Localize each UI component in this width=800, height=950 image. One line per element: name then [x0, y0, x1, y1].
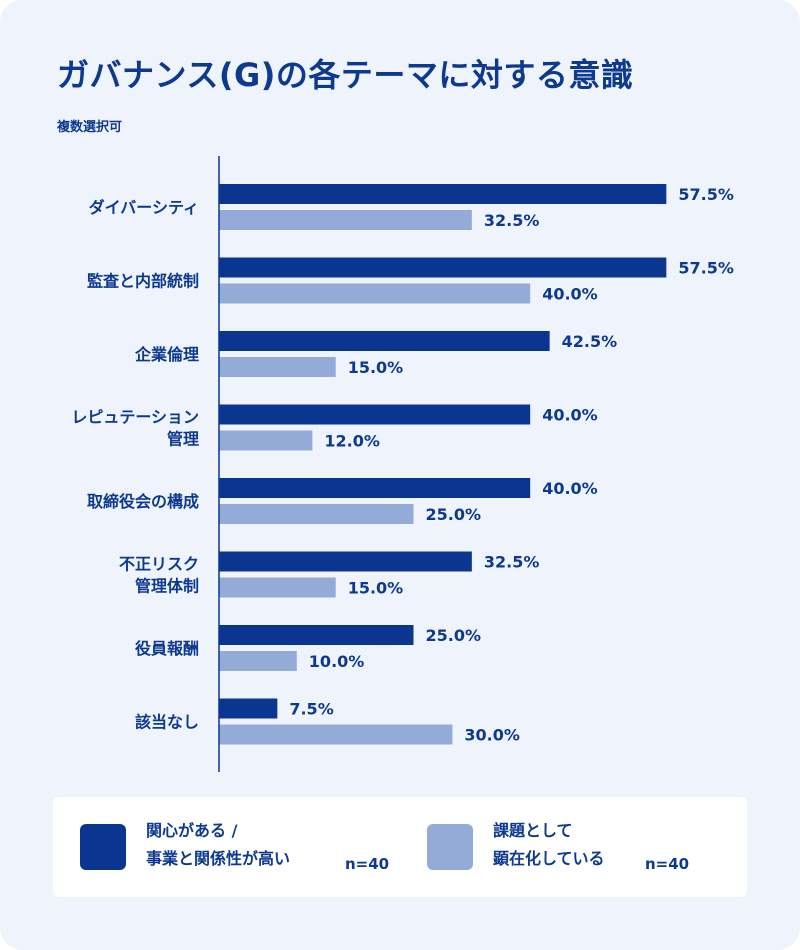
category-label: 該当なし — [135, 713, 199, 732]
chart-title: ガバナンス(G)の各テーマに対する意識 — [57, 56, 634, 94]
bar-series-1 — [219, 698, 278, 719]
data-label-series-2: 10.0% — [309, 652, 365, 671]
legend-label-series-1: 関心がある / 事業と関係性が高い — [146, 817, 290, 873]
bar-series-2 — [219, 577, 336, 598]
data-label-series-1: 57.5% — [678, 259, 734, 278]
legend-swatch-series-2 — [427, 824, 473, 870]
data-label-series-1: 40.0% — [542, 406, 598, 425]
bar-series-2 — [219, 357, 336, 377]
legend: 関心がある / 事業と関係性が高い n=40 課題として 顕在化している n=4… — [53, 797, 747, 897]
category-label: ダイバーシティ — [89, 198, 199, 217]
legend-label-series-2-line-2: 顕在化している — [493, 849, 605, 868]
category-label: 役員報酬 — [135, 639, 199, 658]
legend-label-series-2-line-1: 課題として — [493, 821, 573, 840]
category-label: 企業倫理 — [134, 345, 199, 364]
bar-series-2 — [219, 430, 313, 451]
data-label-series-2: 25.0% — [426, 505, 482, 524]
data-label-series-2: 15.0% — [348, 579, 404, 598]
bar-series-1 — [219, 331, 550, 351]
bar-series-1 — [219, 184, 667, 204]
data-label-series-2: 40.0% — [542, 285, 598, 304]
data-label-series-2: 12.0% — [324, 432, 380, 451]
bar-series-1 — [219, 551, 472, 572]
legend-n-series-1: n=40 — [345, 855, 390, 873]
category-label: 管理体制 — [135, 577, 199, 596]
legend-label-series-1-line-2: 事業と関係性が高い — [146, 849, 291, 868]
data-label-series-2: 30.0% — [464, 726, 520, 745]
legend-n-series-2: n=40 — [645, 855, 690, 873]
data-label-series-1: 7.5% — [289, 700, 333, 719]
category-label: 管理 — [167, 430, 199, 449]
data-label-series-2: 15.0% — [348, 358, 404, 377]
bar-series-2 — [219, 210, 472, 230]
chart-subtitle: 複数選択可 — [57, 120, 123, 135]
bar-series-1 — [219, 625, 414, 645]
bar-series-1 — [219, 478, 531, 498]
bar-series-2 — [219, 651, 297, 671]
category-label: 取締役会の構成 — [87, 492, 199, 511]
data-label-series-1: 57.5% — [678, 185, 734, 204]
data-label-series-1: 25.0% — [426, 626, 482, 645]
bar-series-1 — [219, 257, 667, 278]
data-label-series-1: 32.5% — [484, 553, 540, 572]
bar-series-2 — [219, 504, 414, 524]
bar-series-1 — [219, 404, 531, 425]
legend-label-series-1-line-1: 関心がある / — [146, 821, 238, 840]
legend-swatch-series-1 — [80, 824, 126, 870]
bar-series-2 — [219, 283, 531, 304]
bar-series-2 — [219, 724, 453, 745]
category-label: 不正リスク — [119, 555, 199, 574]
data-label-series-2: 32.5% — [484, 211, 540, 230]
category-label: レピュテーション — [71, 408, 199, 427]
category-label: 監査と内部統制 — [87, 272, 199, 291]
data-label-series-1: 40.0% — [542, 479, 598, 498]
data-label-series-1: 42.5% — [562, 332, 618, 351]
legend-label-series-2: 課題として 顕在化している — [493, 817, 605, 873]
